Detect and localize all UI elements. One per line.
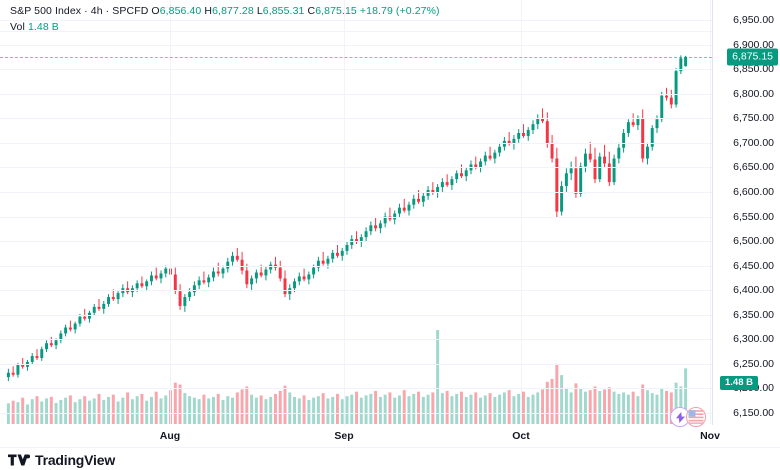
time-axis-tick-label: Aug <box>159 430 181 442</box>
grid-line-horizontal <box>0 142 712 144</box>
grid-line-vertical <box>170 0 171 425</box>
price-axis-tick-label: 6,900.00 <box>733 38 774 51</box>
tradingview-mark-icon <box>8 454 30 466</box>
chart-plot-area[interactable] <box>0 0 712 425</box>
legend-change-value: +18.79 (+0.27%) <box>359 5 440 17</box>
price-axis-tick-label: 6,350.00 <box>733 308 774 321</box>
price-axis-tick-label: 6,500.00 <box>733 235 774 248</box>
grid-line-vertical <box>344 0 345 425</box>
price-axis-tick-label: 6,750.00 <box>733 112 774 125</box>
grid-line-horizontal <box>0 20 712 21</box>
time-axis[interactable]: Aug Sep Oct Nov <box>0 425 780 447</box>
legend-open-value: 6,856.40 <box>159 5 202 17</box>
time-axis-tick-label: Nov <box>700 430 720 442</box>
legend-close-label: C <box>307 5 316 17</box>
grid-line-horizontal <box>0 167 712 169</box>
price-axis-tick-label: 6,250.00 <box>733 357 774 370</box>
price-axis[interactable]: 6,950.00 6,900.00 6,850.00 6,800.00 6,750.00… <box>712 0 780 425</box>
grid-line-horizontal <box>0 216 712 218</box>
legend-volume-label: Vol <box>10 21 25 33</box>
tradingview-wordmark: TradingView <box>35 452 116 468</box>
price-axis-tick-label: 6,400.00 <box>733 284 774 297</box>
grid-line-horizontal <box>0 290 712 292</box>
legend-low-label: L <box>256 5 263 17</box>
current-price-badge: 6,875.15 <box>727 48 778 66</box>
price-axis-tick-label: 6,850.00 <box>733 63 774 76</box>
grid-line-horizontal <box>0 69 712 71</box>
legend-high-label: H <box>204 5 213 17</box>
grid-line-horizontal <box>0 93 712 95</box>
grid-line-horizontal <box>0 339 712 341</box>
chart-status-chips[interactable] <box>670 407 706 427</box>
grid-line-horizontal <box>0 191 712 193</box>
price-axis-tick-label: 6,550.00 <box>733 210 774 223</box>
chart-legend: S&P 500 Index · 4h · SPCFD O6,856.40 H6,… <box>10 4 440 34</box>
grid-line-horizontal <box>0 314 712 316</box>
current-price-line <box>0 56 712 58</box>
price-axis-tick-label: 6,800.00 <box>733 87 774 100</box>
us-flag-icon[interactable] <box>686 407 706 427</box>
legend-open-label: O <box>151 5 160 17</box>
time-axis-tick-label: Oct <box>512 430 530 442</box>
price-axis-tick-label: 6,650.00 <box>733 161 774 174</box>
legend-low-value: 6,855.31 <box>262 5 305 17</box>
time-axis-bottom-border <box>0 447 780 448</box>
time-axis-tick-label: Sep <box>334 430 354 442</box>
legend-divider <box>0 31 780 32</box>
price-axis-tick-label: 6,300.00 <box>733 333 774 346</box>
tradingview-logo[interactable]: TradingView <box>8 452 115 468</box>
price-axis-tick-label: 6,700.00 <box>733 136 774 149</box>
price-axis-tick-label: 6,150.00 <box>733 407 774 419</box>
grid-line-horizontal <box>0 241 712 243</box>
price-axis-tick-label: 6,950.00 <box>733 14 774 26</box>
legend-high-value: 6,877.28 <box>212 5 254 17</box>
price-axis-border <box>712 0 713 425</box>
legend-volume-row[interactable]: Vol 1.48 B <box>10 20 440 34</box>
price-axis-tick-label: 6,450.00 <box>733 259 774 272</box>
price-axis-tick-label: 6,600.00 <box>733 185 774 198</box>
grid-line-horizontal <box>0 118 712 120</box>
grid-line-horizontal <box>0 44 712 46</box>
current-volume-badge: 1.48 B <box>720 375 758 390</box>
legend-volume-value: 1.48 B <box>27 21 59 33</box>
legend-ohlc-row[interactable]: S&P 500 Index · 4h · SPCFD O6,856.40 H6,… <box>10 4 440 18</box>
grid-line-horizontal <box>0 413 712 414</box>
candlestick-series <box>6 55 688 424</box>
grid-line-horizontal <box>0 265 712 267</box>
legend-close-value: 6,875.15 <box>315 5 357 17</box>
grid-line-horizontal <box>0 363 712 365</box>
legend-symbol[interactable]: S&P 500 Index · 4h · SPCFD <box>10 5 149 17</box>
grid-line-horizontal <box>0 388 712 390</box>
grid-line-vertical <box>521 0 522 425</box>
grid-line-vertical <box>710 0 711 425</box>
